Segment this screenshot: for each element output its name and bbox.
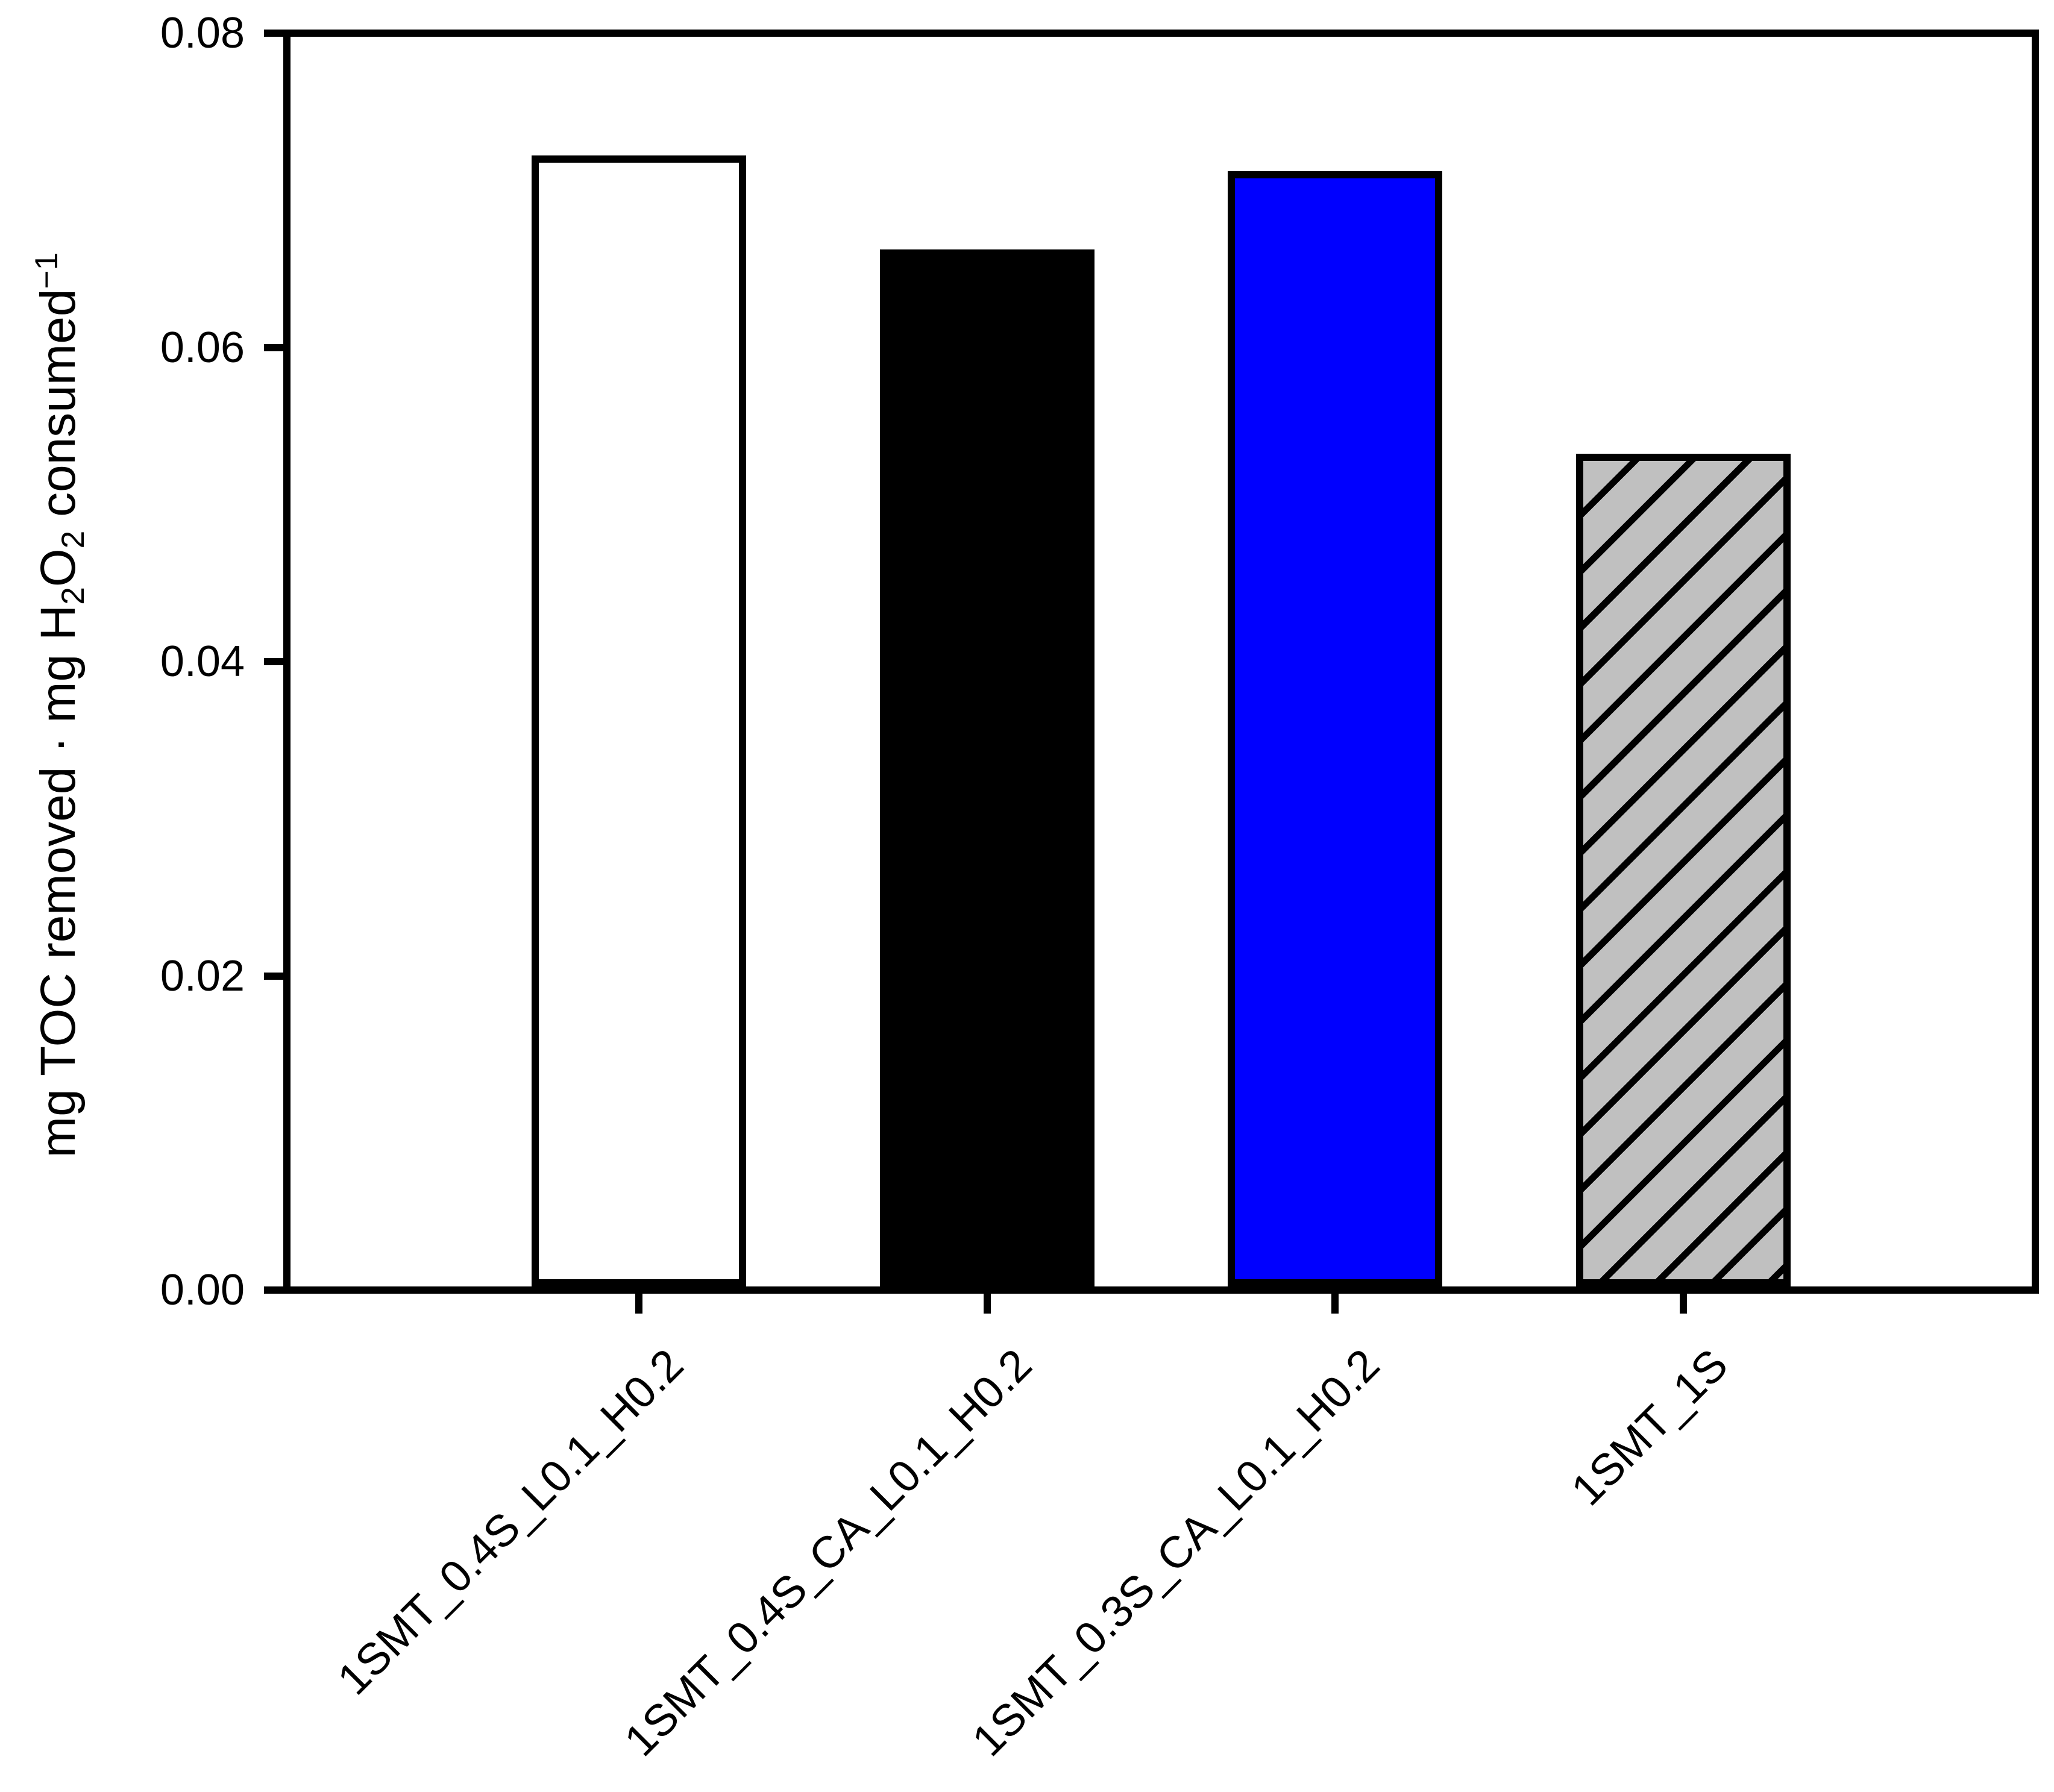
- y-axis-title-segment: O: [31, 548, 86, 587]
- y-tick-mark: [264, 343, 284, 351]
- y-tick-mark: [264, 1286, 284, 1294]
- x-tick-label: 1SMT_0.4S_CA_L0.1_H0.2: [614, 1339, 1041, 1766]
- x-tick-mark: [1680, 1294, 1688, 1314]
- y-tick-mark: [264, 972, 284, 980]
- bar-1SMT_0.4S_CA_L0.1_H0.2: [879, 249, 1095, 1286]
- plot-area: [283, 30, 2039, 1294]
- bar-1SMT_1S: [1576, 454, 1791, 1286]
- y-axis-title-segment: −1: [28, 252, 64, 289]
- x-tick-mark: [983, 1294, 991, 1314]
- x-tick-label: 1SMT_0.4S_L0.1_H0.2: [327, 1339, 693, 1705]
- bar-1SMT_0.3S_CA_L0.1_H0.2: [1228, 171, 1443, 1286]
- y-tick-mark: [264, 30, 284, 37]
- y-axis-title-segment: 2: [55, 587, 92, 605]
- bar-1SMT_0.4S_L0.1_H0.2: [531, 155, 746, 1286]
- y-axis-title-segment: 2: [55, 530, 92, 549]
- x-tick-mark: [1331, 1294, 1339, 1314]
- x-tick-label: 1SMT_0.3S_CA_L0.1_H0.2: [963, 1339, 1389, 1766]
- y-tick-label: 0.00: [160, 1266, 245, 1314]
- y-tick-mark: [264, 658, 284, 665]
- y-tick-label: 0.06: [160, 323, 245, 372]
- y-tick-label: 0.02: [160, 951, 245, 1000]
- x-tick-label: 1SMT_1S: [1562, 1339, 1738, 1515]
- x-tick-mark: [635, 1294, 642, 1314]
- y-axis-title: mg TOC removed · mg H2O2 consumed−1: [18, 252, 102, 1158]
- y-tick-label: 0.08: [160, 9, 245, 57]
- y-tick-label: 0.04: [160, 638, 245, 686]
